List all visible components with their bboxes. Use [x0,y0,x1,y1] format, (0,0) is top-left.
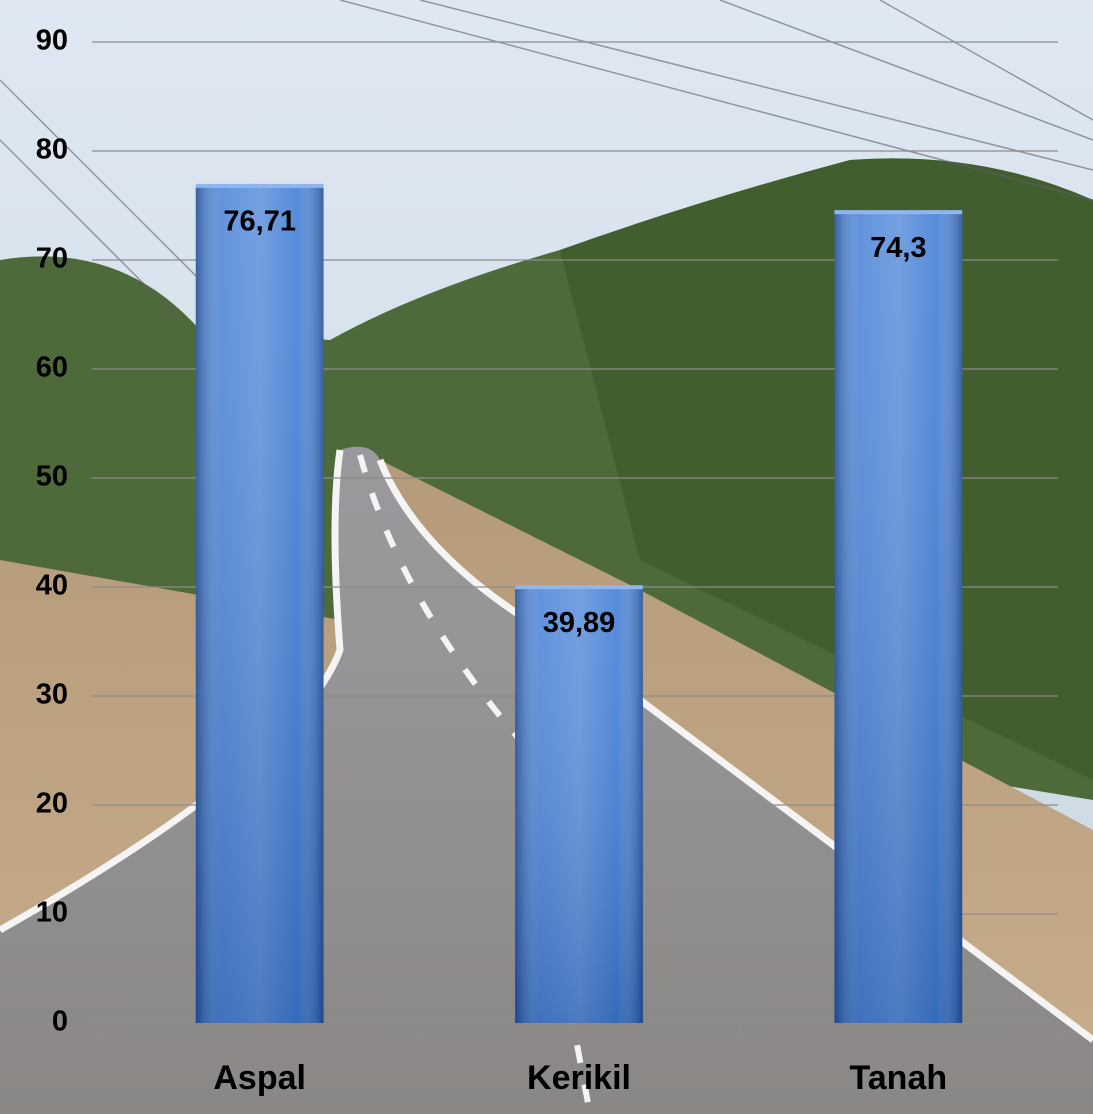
bar-shading [515,588,643,1023]
y-tick-label: 20 [36,788,68,820]
bar-top [195,183,324,188]
x-tick-label: Tanah [850,1059,948,1097]
bar-top [515,585,643,590]
bar-shading [195,186,324,1024]
bar-shading [834,213,963,1023]
y-tick-label: 40 [36,570,68,602]
y-tick-label: 60 [36,352,68,384]
value-label: 39,89 [543,607,616,639]
x-tick-label: Kerikil [527,1059,631,1097]
value-label: 74,3 [870,232,926,264]
y-tick-label: 0 [52,1006,68,1038]
x-axis-ticks [99,1023,1059,1033]
y-tick-label: 50 [36,461,68,493]
y-tick-label: 70 [36,243,68,275]
y-tick-label: 30 [36,679,68,711]
x-tick-label: Aspal [213,1059,306,1097]
y-tick-label: 10 [36,897,68,929]
value-label: 76,71 [223,206,296,238]
y-tick-label: 90 [36,25,68,57]
bar-top [834,210,963,215]
y-tick-label: 80 [36,134,68,166]
